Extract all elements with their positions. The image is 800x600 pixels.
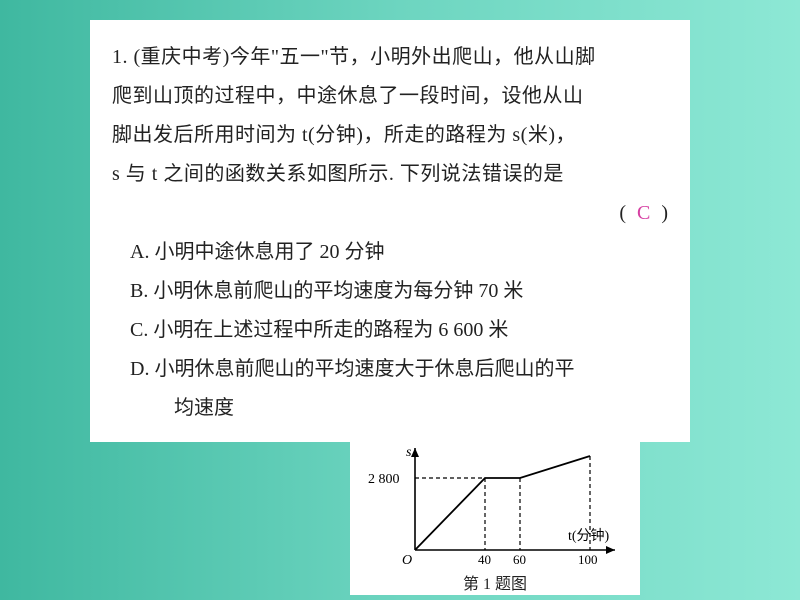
y-axis-arrow xyxy=(411,448,419,457)
answer-letter: C xyxy=(637,202,650,224)
data-line xyxy=(415,456,590,550)
stem-line-1: 今年"五一"节，小明外出爬山，他从山脚 xyxy=(230,46,596,68)
choice-b: B. 小明休息前爬山的平均速度为每分钟 70 米 xyxy=(130,272,668,311)
question-number: 1. xyxy=(112,46,128,68)
x-axis-label: t(分钟) xyxy=(568,527,610,544)
choices-block: A. 小明中途休息用了 20 分钟 B. 小明休息前爬山的平均速度为每分钟 70… xyxy=(130,233,668,428)
question-stem: 1. (重庆中考)今年"五一"节，小明外出爬山，他从山脚 爬到山顶的过程中，中途… xyxy=(112,38,668,194)
choice-d-line1: D. 小明休息前爬山的平均速度大于休息后爬山的平 xyxy=(130,350,668,389)
paren-left: ( xyxy=(619,202,626,224)
paren-right: ) xyxy=(661,202,668,224)
ylabel-2800: 2 800 xyxy=(368,472,400,487)
xtick-100: 100 xyxy=(578,552,598,567)
choice-a: A. 小明中途休息用了 20 分钟 xyxy=(130,233,668,272)
x-axis-arrow xyxy=(606,546,615,554)
question-card: 1. (重庆中考)今年"五一"节，小明外出爬山，他从山脚 爬到山顶的过程中，中途… xyxy=(90,20,690,442)
stem-line-3: 脚出发后所用时间为 t(分钟)，所走的路程为 s(米)， xyxy=(112,124,576,146)
stem-line-4: s 与 t 之间的函数关系如图所示. 下列说法错误的是 xyxy=(112,163,564,185)
choice-c: C. 小明在上述过程中所走的路程为 6 600 米 xyxy=(130,311,668,350)
xtick-40: 40 xyxy=(478,552,491,567)
xtick-60: 60 xyxy=(513,552,526,567)
origin-label: O xyxy=(402,553,412,568)
answer-line: ( C ) xyxy=(112,194,668,233)
choice-d-line2: 均速度 xyxy=(130,389,668,428)
question-source: (重庆中考) xyxy=(134,46,230,68)
figure-card: 2 800 s O 40 60 100 t(分钟) 第 1 题图 xyxy=(350,440,640,595)
figure-caption: 第 1 题图 xyxy=(350,570,640,594)
chart-svg: 2 800 s O 40 60 100 t(分钟) xyxy=(350,440,640,572)
axis-s-label: s xyxy=(406,445,412,460)
stem-line-2: 爬到山顶的过程中，中途休息了一段时间，设他从山 xyxy=(112,85,584,107)
choice-d-line2-text: 均速度 xyxy=(174,397,234,419)
